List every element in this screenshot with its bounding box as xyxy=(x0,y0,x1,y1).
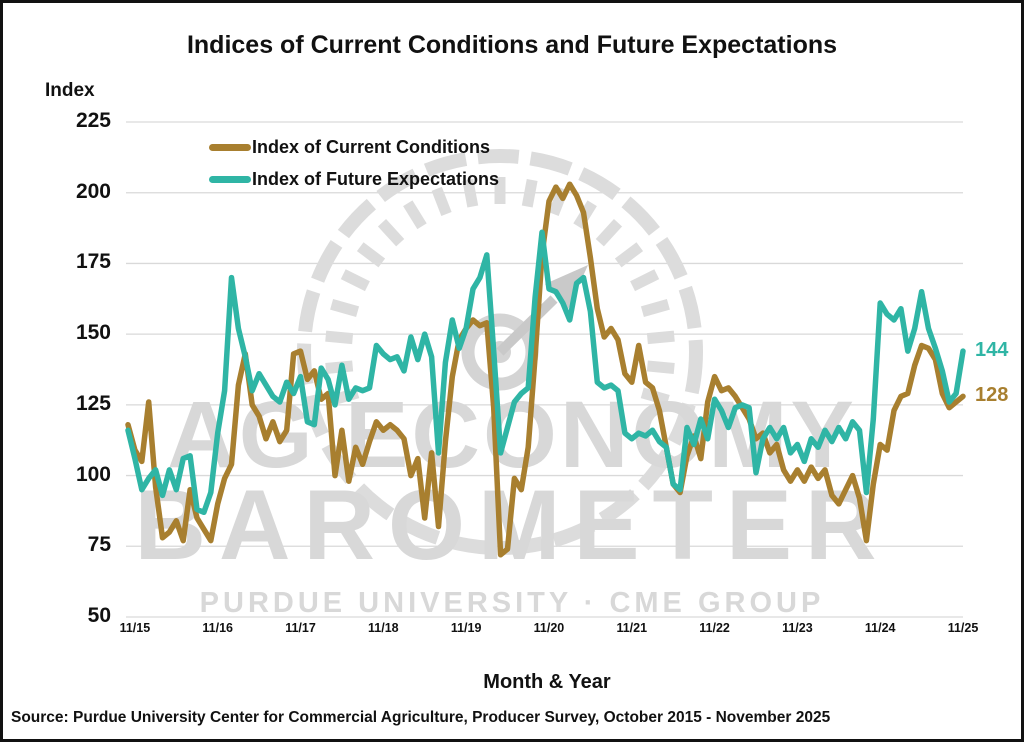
x-tick-11-24: 11/24 xyxy=(864,621,896,635)
watermark-text-purdue-cme: PURDUE UNIVERSITY · CME GROUP xyxy=(199,587,825,619)
legend-item-future-expectations: Index of Future Expectations xyxy=(209,169,499,190)
y-tick-200: 200 xyxy=(75,179,111,203)
y-tick-100: 100 xyxy=(75,462,111,486)
series-line-current-conditions xyxy=(125,181,966,558)
legend: Index of Current Conditions Index of Fut… xyxy=(209,137,499,201)
x-tick-11-15: 11/15 xyxy=(119,621,151,635)
legend-item-current-conditions: Index of Current Conditions xyxy=(209,137,499,158)
y-axis-title: Index xyxy=(45,80,95,101)
y-tick-175: 175 xyxy=(75,250,111,274)
legend-swatch-current-conditions-icon xyxy=(209,144,251,151)
x-tick-11-22: 11/22 xyxy=(699,621,730,635)
y-tick-125: 125 xyxy=(75,391,111,415)
x-tick-11-23: 11/23 xyxy=(782,621,813,635)
series-line-future-expectations xyxy=(125,229,966,516)
chart-title: Indices of Current Conditions and Future… xyxy=(186,31,838,59)
x-tick-11-16: 11/16 xyxy=(202,621,233,635)
y-tick-50: 50 xyxy=(87,604,111,627)
end-label-128: 128 xyxy=(975,384,1009,407)
watermark-text-barometer: BAROMETER xyxy=(134,469,890,580)
legend-swatch-future-expectations-icon xyxy=(209,176,251,183)
y-tick-75: 75 xyxy=(87,533,111,557)
x-tick-11-17: 11/17 xyxy=(285,621,316,635)
x-tick-11-25: 11/25 xyxy=(947,621,979,635)
y-tick-225: 225 xyxy=(75,109,111,132)
source-note: Source: Purdue University Center for Com… xyxy=(11,709,831,726)
x-tick-11-18: 11/18 xyxy=(368,621,399,635)
y-tick-150: 150 xyxy=(75,321,111,345)
end-label-144: 144 xyxy=(975,339,1009,362)
x-tick-11-20: 11/20 xyxy=(533,621,565,635)
x-tick-11-19: 11/19 xyxy=(450,621,482,635)
legend-label-future-expectations: Index of Future Expectations xyxy=(252,169,500,189)
x-tick-11-21: 11/21 xyxy=(616,621,648,635)
legend-label-current-conditions: Index of Current Conditions xyxy=(252,137,490,157)
x-axis-title: Month & Year xyxy=(483,671,611,693)
data-series-layer xyxy=(125,181,966,558)
